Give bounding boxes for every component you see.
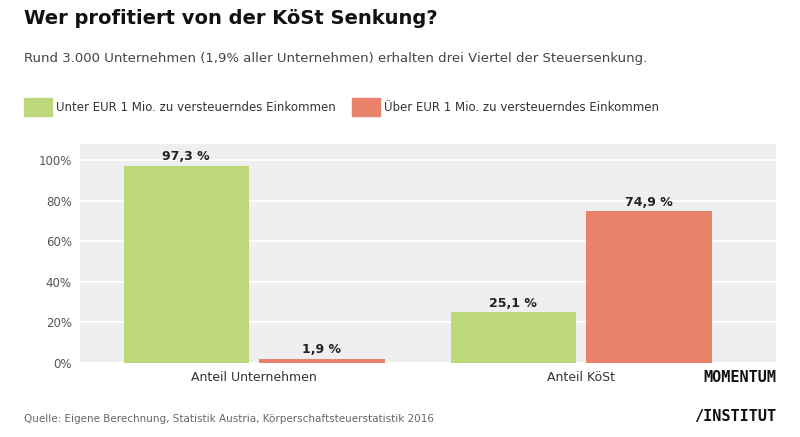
Text: Über EUR 1 Mio. zu versteuerndes Einkommen: Über EUR 1 Mio. zu versteuerndes Einkomm… bbox=[384, 101, 659, 114]
Text: MOMENTUM: MOMENTUM bbox=[703, 370, 776, 385]
Bar bbox=[259, 359, 385, 363]
Text: 74,9 %: 74,9 % bbox=[625, 196, 673, 209]
Text: Wer profitiert von der KöSt Senkung?: Wer profitiert von der KöSt Senkung? bbox=[24, 9, 438, 28]
Text: 25,1 %: 25,1 % bbox=[490, 296, 537, 309]
Text: Unter EUR 1 Mio. zu versteuerndes Einkommen: Unter EUR 1 Mio. zu versteuerndes Einkom… bbox=[56, 101, 336, 114]
Text: /INSTITUT: /INSTITUT bbox=[694, 409, 776, 424]
Bar bbox=[586, 211, 712, 363]
Text: Quelle: Eigene Berechnung, Statistik Austria, Körperschaftsteuerstatistik 2016: Quelle: Eigene Berechnung, Statistik Aus… bbox=[24, 414, 434, 424]
Text: Rund 3.000 Unternehmen (1,9% aller Unternehmen) erhalten drei Viertel der Steuer: Rund 3.000 Unternehmen (1,9% aller Unter… bbox=[24, 52, 647, 66]
Text: 97,3 %: 97,3 % bbox=[162, 150, 210, 163]
Text: 1,9 %: 1,9 % bbox=[302, 343, 342, 357]
Bar bbox=[450, 312, 576, 363]
Bar bbox=[123, 166, 249, 363]
